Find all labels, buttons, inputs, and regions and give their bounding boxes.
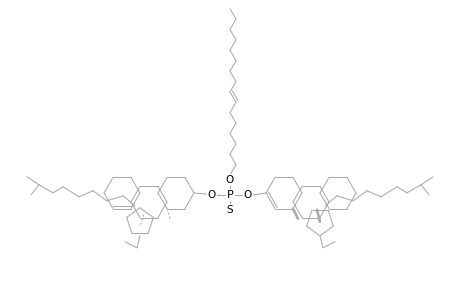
Text: O: O [225,175,234,185]
Text: O: O [243,190,252,200]
Text: O: O [207,190,216,200]
Text: S: S [226,205,233,215]
Text: P: P [226,190,233,200]
